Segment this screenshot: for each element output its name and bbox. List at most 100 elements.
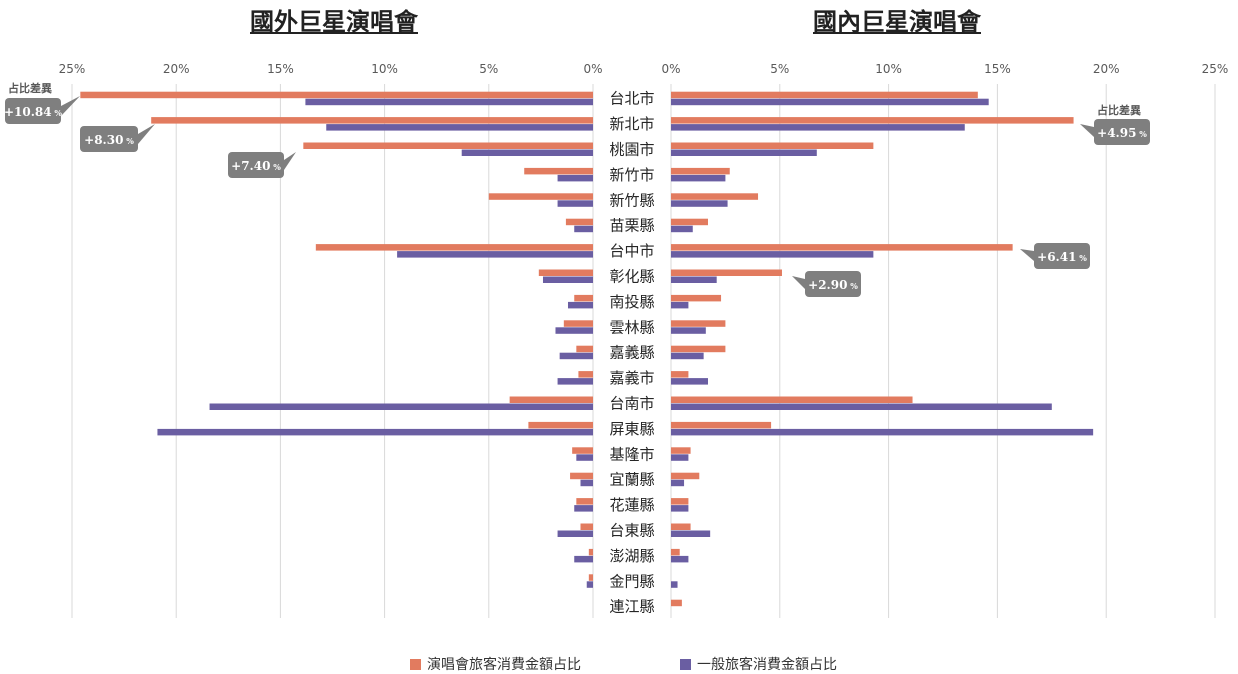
- callout-taipei-box: [5, 98, 61, 124]
- bar-right-concert: [671, 117, 1074, 124]
- bar-right-concert: [671, 447, 691, 454]
- callout-new-taipei-label: +8.30 %: [84, 133, 134, 147]
- bar-right-concert: [671, 498, 689, 505]
- bar-right-concert: [671, 294, 722, 302]
- callout-taoyuan-pointer: [284, 152, 296, 170]
- legend-label-concert: 演唱會旅客消費金額占比: [427, 657, 581, 673]
- bar-right-concert: [671, 91, 978, 99]
- bar-left-concert: [315, 244, 593, 251]
- category-label: 宜蘭縣: [609, 471, 654, 489]
- callout-new-taipei-pointer: [138, 124, 155, 144]
- bar-right-concert: [671, 472, 700, 480]
- legend-swatch-general: [680, 658, 691, 670]
- category-label: 嘉義縣: [609, 344, 654, 362]
- bar-left-concert: [488, 193, 593, 200]
- x-tick-label-left: 25%: [59, 62, 86, 76]
- bar-right-concert: [671, 421, 772, 429]
- bar-left-concert: [563, 320, 593, 327]
- bar-right-concert: [671, 396, 913, 403]
- bar-left-concert: [572, 447, 593, 454]
- category-label: 雲林縣: [609, 318, 654, 336]
- bar-right-concert: [671, 371, 689, 378]
- bar-right-general: [671, 352, 704, 360]
- bar-left-concert: [80, 91, 593, 99]
- bar-right-general: [671, 479, 685, 487]
- right-panel-title: 國內巨星演唱會: [813, 8, 981, 36]
- bar-right-general: [671, 251, 874, 258]
- category-label: 連江縣: [609, 598, 654, 616]
- callout-new-taipei-domestic-box: [1094, 119, 1150, 145]
- bar-left-concert: [578, 371, 593, 378]
- bar-right-concert: [671, 523, 691, 530]
- bar-left-general: [567, 301, 593, 309]
- callout-header-left: 占比差異: [8, 81, 52, 95]
- bar-right-general: [671, 428, 1094, 436]
- bar-right-general: [671, 505, 689, 512]
- category-label: 新竹市: [609, 166, 654, 184]
- bar-right-general: [671, 98, 989, 106]
- bar-left-concert: [524, 167, 593, 175]
- category-label: 花蓮縣: [609, 496, 654, 514]
- x-tick-label-right: 10%: [875, 62, 902, 76]
- category-label: 台南市: [609, 395, 654, 413]
- bar-right-general: [671, 555, 689, 563]
- category-label: 台東縣: [609, 522, 654, 540]
- x-tick-label-right: 15%: [984, 62, 1011, 76]
- callout-taichung-pointer: [1020, 249, 1034, 261]
- callout-changhua-pointer: [792, 276, 805, 289]
- x-tick-label-right: 5%: [770, 62, 789, 76]
- category-label: 桃園市: [609, 141, 654, 159]
- callout-changhua-label: +2.90 %: [808, 278, 858, 292]
- bar-left-concert: [509, 396, 593, 403]
- bar-right-concert: [671, 218, 708, 226]
- bar-left-general: [209, 403, 593, 410]
- bar-right-general: [671, 149, 817, 156]
- bar-right-general: [671, 403, 1052, 410]
- bar-left-general: [555, 327, 593, 334]
- x-tick-label-right: 20%: [1093, 62, 1120, 76]
- x-tick-label-left: 15%: [267, 62, 294, 76]
- legend-label-general: 一般旅客消費金額占比: [697, 657, 837, 673]
- bar-left-general: [397, 251, 593, 258]
- left-panel-title: 國外巨星演唱會: [250, 8, 418, 36]
- callout-taipei-pointer: [61, 96, 80, 116]
- bar-left-general: [559, 352, 593, 360]
- bar-right-concert: [671, 193, 759, 200]
- callout-taoyuan-label: +7.40 %: [231, 159, 281, 173]
- bar-right-general: [671, 200, 728, 207]
- x-tick-label-left: 5%: [479, 62, 498, 76]
- category-label: 金門縣: [609, 572, 654, 590]
- bar-right-general: [671, 327, 706, 334]
- bar-left-general: [542, 276, 593, 283]
- bar-right-concert: [671, 320, 726, 327]
- x-tick-label-left: 10%: [371, 62, 398, 76]
- bar-left-general: [557, 378, 593, 385]
- bar-right-concert: [671, 548, 680, 556]
- callout-new-taipei-domestic-label: +4.95 %: [1097, 126, 1147, 140]
- callout-taoyuan-box: [228, 152, 284, 178]
- x-tick-label-left: 20%: [163, 62, 190, 76]
- bar-right-general: [671, 454, 689, 461]
- category-label: 台北市: [609, 90, 654, 108]
- bar-left-general: [305, 98, 593, 106]
- bar-right-general: [671, 301, 689, 309]
- bar-left-general: [557, 530, 593, 537]
- callout-new-taipei-domestic-pointer: [1080, 124, 1094, 137]
- bar-right-general: [671, 174, 726, 182]
- bar-left-concert: [303, 142, 593, 149]
- bar-left-general: [580, 479, 593, 487]
- bar-right-concert: [671, 167, 730, 175]
- bar-right-general: [671, 225, 693, 233]
- x-tick-label-left: 0%: [583, 62, 602, 76]
- callout-header-right: 占比差異: [1097, 103, 1141, 117]
- category-label: 苗栗縣: [609, 217, 654, 235]
- bar-left-general: [574, 555, 593, 563]
- bar-left-general: [576, 454, 593, 461]
- bar-left-general: [574, 505, 593, 512]
- bar-left-concert: [565, 218, 593, 226]
- category-label: 彰化縣: [609, 268, 654, 286]
- bar-left-concert: [580, 523, 593, 530]
- bar-left-general: [557, 200, 593, 207]
